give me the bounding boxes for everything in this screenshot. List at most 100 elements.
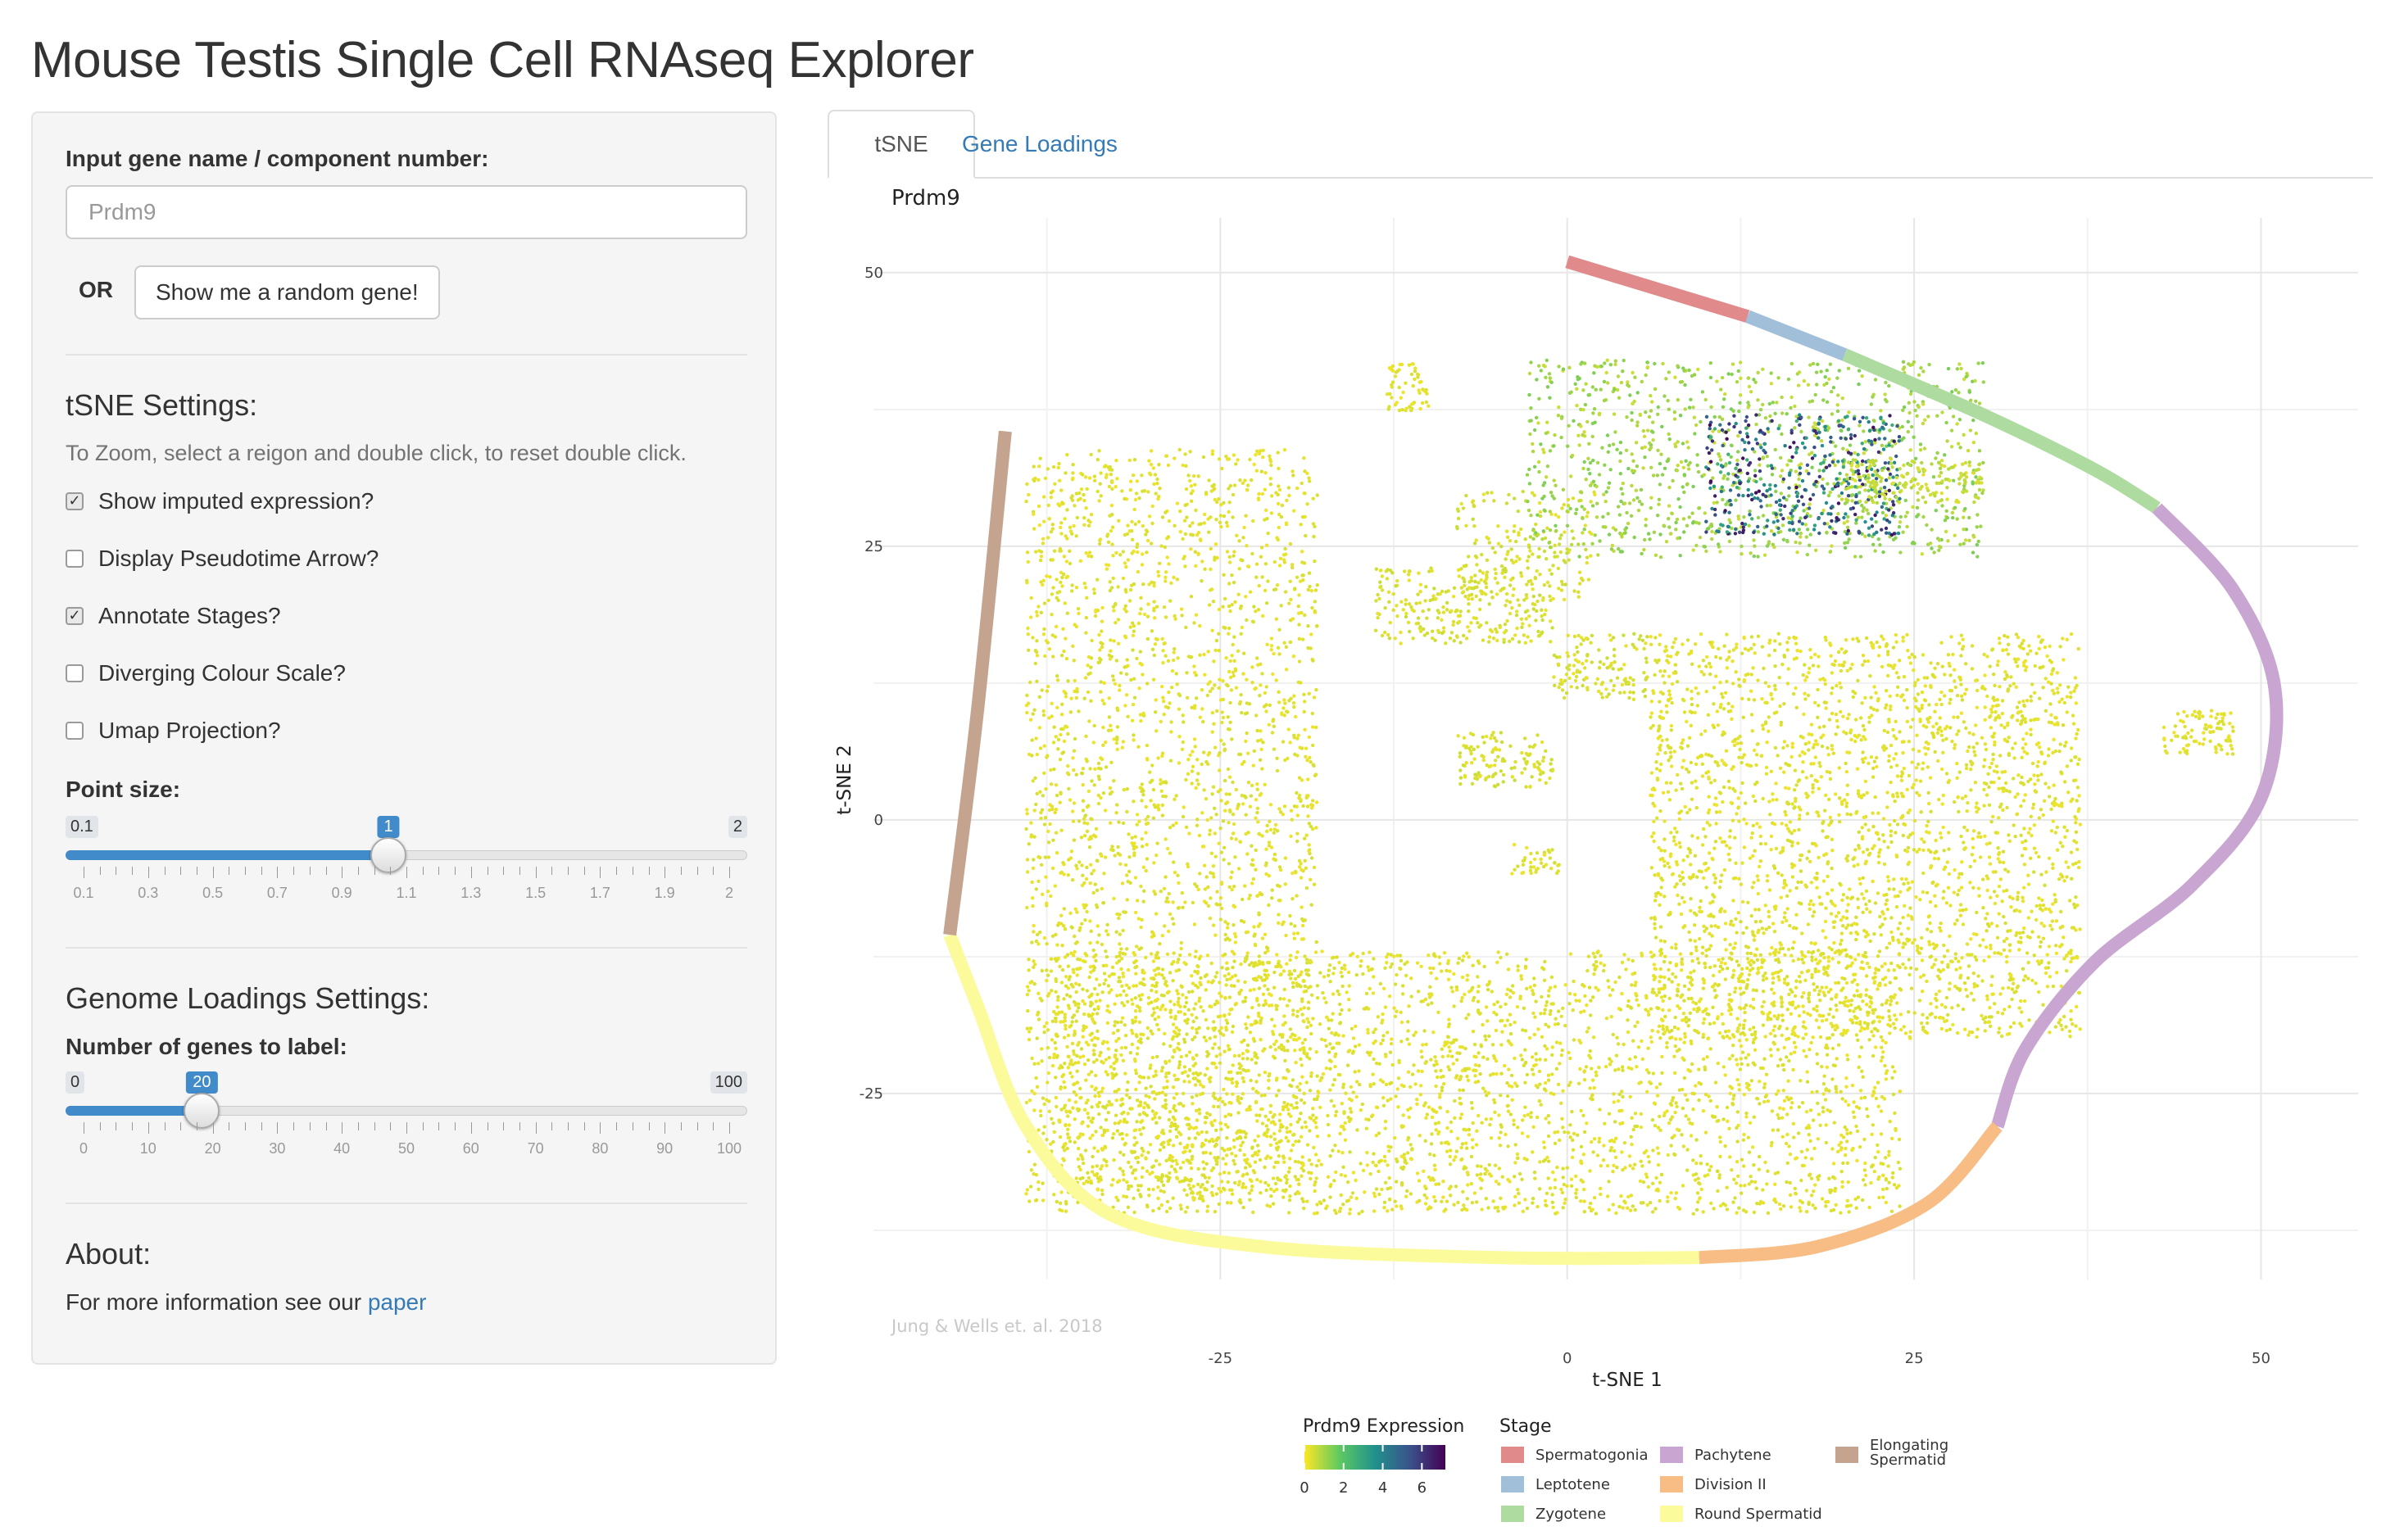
- data-point: [1263, 471, 1268, 475]
- data-point: [1161, 794, 1165, 799]
- data-point: [1220, 966, 1224, 970]
- checkbox-box[interactable]: [66, 664, 84, 682]
- data-point: [1056, 737, 1061, 742]
- slider-tick: [600, 1122, 601, 1134]
- data-point: [1212, 1020, 1216, 1024]
- data-point: [1173, 523, 1177, 528]
- data-point: [1204, 1138, 1209, 1143]
- data-point: [1115, 477, 1119, 481]
- data-point: [1315, 583, 1319, 587]
- paper-link[interactable]: paper: [367, 1289, 427, 1315]
- data-point: [1143, 1101, 1147, 1105]
- data-point: [1232, 1053, 1237, 1058]
- data-point: [1552, 1092, 1556, 1097]
- data-point: [1844, 1153, 1848, 1157]
- data-point: [1617, 1204, 1622, 1209]
- random-gene-button[interactable]: Show me a random gene!: [134, 265, 440, 319]
- data-point: [1046, 467, 1050, 471]
- data-point: [1314, 725, 1318, 730]
- data-point: [1168, 1206, 1173, 1211]
- data-point: [1172, 1035, 1176, 1039]
- data-point: [1114, 550, 1118, 555]
- data-point: [1169, 581, 1173, 585]
- tab-tsne[interactable]: tSNE: [828, 110, 975, 179]
- data-point: [1252, 605, 1256, 609]
- data-point: [1615, 1035, 1619, 1040]
- data-point: [1386, 1209, 1390, 1213]
- data-point: [1808, 1048, 1812, 1052]
- data-point: [1769, 1053, 1773, 1058]
- data-point: [1520, 1058, 1525, 1062]
- data-point: [1840, 1097, 1844, 1101]
- data-point: [1035, 791, 1039, 796]
- slider-tick: [406, 867, 407, 878]
- data-point: [1286, 1139, 1291, 1144]
- data-point: [1145, 1205, 1150, 1209]
- checkbox-show-imputed[interactable]: ✓ Show imputed expression?: [66, 488, 374, 514]
- data-point: [1833, 1189, 1837, 1194]
- data-point: [1118, 683, 1122, 688]
- data-point: [1255, 810, 1259, 815]
- checkbox-umap-projection[interactable]: Umap Projection?: [66, 718, 281, 744]
- data-point: [1302, 1091, 1306, 1096]
- checkbox-annotate-stages[interactable]: ✓ Annotate Stages?: [66, 603, 281, 629]
- data-point: [1110, 487, 1114, 491]
- slider-handle[interactable]: [184, 1093, 220, 1129]
- checkbox-box[interactable]: [66, 722, 84, 740]
- data-point: [1102, 981, 1106, 986]
- data-point: [1340, 974, 1345, 979]
- data-point: [1436, 1121, 1441, 1125]
- data-point: [1278, 997, 1282, 1001]
- point-size-slider[interactable]: 0.1 2 1 0.1 0.3 0.5 0.7 0.9 1.1 1.3 1.5 1.7 1.9 2: [66, 816, 747, 922]
- data-point: [1153, 1116, 1157, 1120]
- data-point: [1198, 623, 1202, 628]
- slider-tick: [648, 867, 650, 875]
- data-point: [1160, 934, 1165, 938]
- genes-to-label-slider[interactable]: 0 100 20 0 10 20 30 40 50 60 70 80 90 100: [66, 1071, 747, 1178]
- data-point: [1182, 961, 1186, 965]
- data-point: [1133, 1019, 1138, 1024]
- data-point: [1133, 1168, 1138, 1172]
- data-point: [1505, 1104, 1510, 1108]
- checkbox-diverging-scale[interactable]: Diverging Colour Scale?: [66, 660, 346, 686]
- tab-gene-loadings[interactable]: Gene Loadings: [962, 131, 1118, 156]
- data-point: [1097, 499, 1101, 503]
- data-point: [1124, 564, 1128, 569]
- data-point: [1537, 1069, 1542, 1074]
- checkbox-pseudotime-arrow[interactable]: Display Pseudotime Arrow?: [66, 546, 379, 572]
- data-point: [1173, 1030, 1177, 1035]
- checkbox-box[interactable]: [66, 550, 84, 568]
- data-point: [1594, 985, 1598, 990]
- data-point: [1117, 916, 1121, 921]
- gene-input[interactable]: [66, 185, 747, 239]
- data-point: [1576, 1081, 1581, 1086]
- data-point: [1326, 1113, 1330, 1118]
- data-point: [1061, 1020, 1066, 1024]
- data-point: [1164, 654, 1168, 658]
- data-point: [1122, 1003, 1127, 1008]
- data-point: [1206, 1026, 1210, 1030]
- data-point: [1095, 1149, 1100, 1153]
- data-point: [1026, 1008, 1030, 1013]
- checkbox-box[interactable]: ✓: [66, 607, 84, 625]
- data-point: [1126, 558, 1131, 562]
- data-point: [1476, 999, 1481, 1003]
- slider-handle[interactable]: [370, 837, 407, 873]
- checkbox-box[interactable]: ✓: [66, 492, 84, 510]
- data-point: [1123, 496, 1127, 501]
- data-point: [1633, 1055, 1638, 1059]
- data-point: [1544, 1058, 1548, 1062]
- slider-tick-label: 0.3: [138, 885, 159, 901]
- data-point: [1102, 464, 1107, 469]
- data-point: [1107, 696, 1111, 700]
- data-point: [1119, 967, 1123, 972]
- data-point: [1592, 972, 1596, 976]
- data-point: [1167, 519, 1172, 523]
- data-point: [1282, 1160, 1286, 1164]
- data-point: [1144, 1086, 1148, 1090]
- data-point: [1747, 1150, 1752, 1154]
- data-point: [1202, 750, 1206, 754]
- data-point: [1268, 1071, 1272, 1076]
- data-point: [1735, 1110, 1740, 1114]
